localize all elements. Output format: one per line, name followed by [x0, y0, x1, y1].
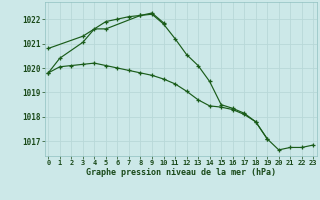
X-axis label: Graphe pression niveau de la mer (hPa): Graphe pression niveau de la mer (hPa)	[86, 168, 276, 177]
